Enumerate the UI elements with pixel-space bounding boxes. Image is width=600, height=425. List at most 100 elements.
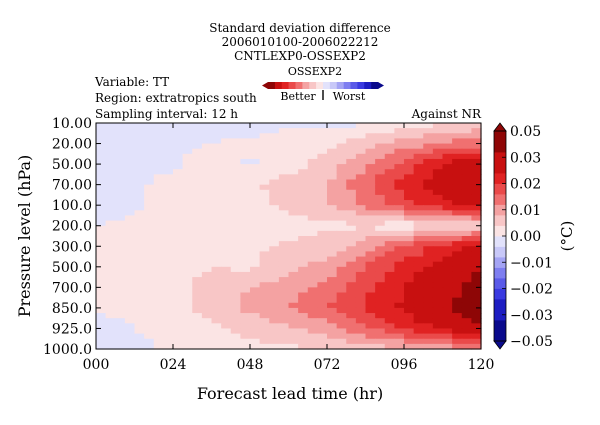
heatmap-cell (442, 266, 453, 273)
heatmap-cell (461, 200, 472, 206)
heatmap-cell (365, 164, 376, 170)
heatmap-cell (221, 148, 232, 155)
heatmap-cell (461, 343, 472, 350)
heatmap-cell (307, 256, 318, 263)
heatmap-cell (394, 153, 405, 160)
heatmap-cell (96, 236, 107, 242)
heatmap-cell (442, 158, 453, 165)
heatmap-cell (211, 205, 222, 211)
heatmap-cell (115, 200, 126, 206)
heatmap-cell (278, 148, 290, 155)
heatmap-cell (471, 164, 482, 170)
heatmap-cell (355, 123, 367, 129)
heatmap-cell (471, 123, 482, 129)
heatmap-cell (250, 261, 261, 268)
heatmap-cell (221, 133, 232, 140)
heatmap-cell (144, 282, 155, 288)
heatmap-cell (134, 292, 145, 299)
heatmap-cell (269, 164, 280, 170)
heatmap-cell (144, 194, 155, 201)
heatmap-cell (201, 266, 213, 273)
heatmap-cell (423, 251, 434, 258)
heatmap-cell (471, 282, 482, 288)
heatmap-cell (298, 143, 309, 150)
heatmap-cell (327, 251, 338, 258)
heatmap-cell (182, 241, 193, 247)
heatmap-cell (355, 194, 367, 201)
heatmap-cell (413, 148, 424, 155)
heatmap-cell (192, 343, 203, 350)
heatmap-cell (201, 205, 213, 211)
heatmap-cell (404, 261, 415, 268)
heatmap-cell (201, 236, 213, 242)
heatmap-cell (288, 292, 299, 299)
heatmap-cell (375, 148, 386, 155)
heatmap-cell (346, 153, 357, 160)
heatmap-cell (298, 164, 309, 170)
heatmap-cell (163, 271, 174, 278)
heatmap-cell (269, 143, 280, 150)
heatmap-cell (394, 123, 405, 129)
heatmap-cell (230, 194, 241, 201)
heatmap-cell (182, 189, 193, 196)
info-variable: Variable: TT (94, 75, 169, 89)
heatmap-cell (307, 138, 318, 145)
heatmap-cell (442, 205, 453, 211)
heatmap-cell (182, 133, 193, 140)
y-tick-label: 10.00 (52, 116, 92, 132)
y-axis: 10.0020.0050.0070.00100.0200.0300.0500.0… (43, 116, 481, 358)
heatmap-cell (288, 138, 299, 145)
heatmap-cell (173, 271, 184, 278)
heatmap-cell (259, 205, 270, 211)
heatmap-cell (346, 133, 357, 140)
heatmap-cell (317, 210, 328, 217)
heatmap-cell (259, 328, 270, 335)
heatmap-cell (413, 256, 424, 263)
heatmap-cell (452, 328, 463, 335)
heatmap-cell (115, 328, 126, 335)
heatmap-cell (442, 215, 453, 222)
heatmap-cell (346, 271, 357, 278)
mini-bar-segment (357, 82, 365, 89)
heatmap-cell (375, 297, 386, 304)
heatmap-cell (327, 266, 338, 273)
heatmap-cell (317, 261, 328, 268)
heatmap-cell (115, 287, 126, 294)
heatmap-cell (442, 277, 453, 283)
heatmap-cell (452, 271, 463, 278)
heatmap-cell (394, 338, 405, 345)
heatmap-cell (105, 307, 116, 314)
heatmap-cell (298, 282, 309, 288)
heatmap-cell (221, 215, 232, 222)
heatmap-cell (365, 266, 376, 273)
x-tick-label: 072 (314, 357, 341, 373)
heatmap-cell (307, 236, 318, 242)
heatmap-cell (336, 128, 347, 134)
x-tick-label: 048 (237, 357, 264, 373)
heatmap-cell (298, 169, 309, 175)
heatmap-cell (211, 343, 222, 350)
heatmap-cell (394, 261, 405, 268)
heatmap-cell (182, 143, 193, 150)
heatmap-cell (307, 200, 318, 206)
heatmap-cell (298, 210, 309, 217)
heatmap-cell (365, 287, 376, 294)
heatmap-cell (432, 158, 444, 165)
heatmap-cell (269, 328, 280, 335)
heatmap-cell (384, 225, 395, 232)
mini-bar-segment (336, 82, 344, 89)
heatmap-cell (384, 230, 395, 237)
heatmap-cell (327, 174, 338, 181)
heatmap-cell (163, 153, 174, 160)
heatmap-cell (404, 251, 415, 258)
heatmap-cell (365, 323, 376, 330)
heatmap-cell (173, 174, 184, 181)
heatmap-cell (153, 148, 164, 155)
heatmap-cell (124, 128, 136, 134)
heatmap-cell (355, 307, 367, 314)
heatmap-cell (461, 189, 472, 196)
heatmap-cell (317, 266, 328, 273)
heatmap-cell (134, 194, 145, 201)
heatmap-cell (221, 307, 232, 314)
heatmap-cell (124, 133, 136, 140)
